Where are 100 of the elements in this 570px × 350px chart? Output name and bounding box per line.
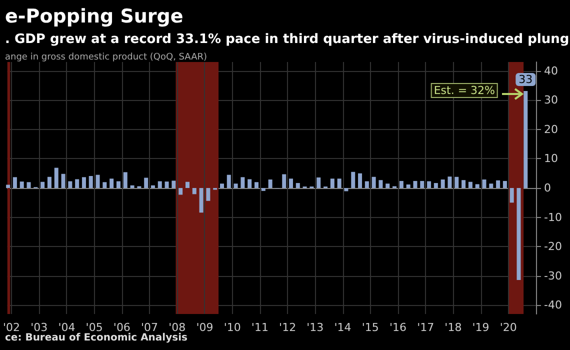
y-tick-label: -40	[544, 298, 562, 312]
bar	[40, 182, 45, 188]
bar	[144, 178, 148, 188]
bar	[330, 178, 334, 188]
bar	[234, 184, 238, 188]
annotation: Est. = 32%	[434, 84, 496, 97]
text: ce: Bureau of Economic Analysis	[5, 332, 188, 344]
bar	[282, 174, 286, 188]
bar	[434, 183, 438, 188]
x-tick-label: '09	[196, 321, 214, 334]
y-tick-label: 20	[544, 122, 558, 136]
bar	[482, 180, 486, 188]
bar	[454, 176, 459, 188]
bar	[150, 185, 155, 188]
x-tick-label: '14	[334, 321, 352, 334]
bar	[102, 182, 107, 188]
bar	[26, 182, 31, 188]
bar	[502, 180, 507, 188]
bar	[378, 180, 383, 188]
bar	[337, 178, 342, 188]
x-tick-label: '05	[86, 321, 103, 334]
bar	[254, 182, 258, 188]
bar	[510, 188, 514, 203]
y-tick-label: 40	[544, 64, 558, 78]
x-tick-label: '03	[30, 321, 48, 334]
bar	[351, 172, 356, 188]
x-tick-label: '17	[417, 321, 434, 334]
bar	[427, 181, 432, 188]
x-tick-label: '20	[500, 321, 517, 334]
x-tick-label: '07	[141, 321, 158, 334]
bar	[54, 168, 58, 188]
y-tick-label: 10	[544, 152, 558, 166]
bar	[185, 182, 190, 188]
bar	[489, 184, 494, 188]
bar	[372, 176, 376, 188]
x-tick-label: '08	[168, 321, 186, 334]
bar	[172, 180, 176, 188]
bar	[364, 181, 369, 188]
bar	[199, 188, 204, 213]
bar	[20, 182, 24, 188]
bar	[220, 184, 224, 188]
chart-title: e-Popping Surge	[5, 6, 184, 28]
x-tick-label: '15	[362, 321, 379, 334]
bar	[420, 180, 424, 188]
x-tick-label: '06	[113, 321, 130, 334]
bar	[289, 178, 294, 188]
bar	[164, 182, 169, 188]
chart-subtitle: . GDP grew at a record 33.1% pace in third quarter after virus-induced plung	[5, 32, 570, 47]
bar	[61, 174, 66, 188]
x-tick-label: '10	[224, 321, 241, 334]
bar	[462, 180, 466, 188]
x-tick-label: '13	[306, 321, 324, 334]
bar	[123, 172, 128, 188]
y-tick-label: -10	[544, 210, 562, 224]
bar	[261, 188, 266, 191]
bar	[475, 184, 480, 188]
y-axis-title: ange in gross domestic product (QoQ, SAAR)	[5, 52, 207, 62]
bar	[12, 177, 17, 188]
bar	[358, 173, 362, 188]
bar	[75, 179, 80, 188]
bar	[178, 188, 183, 195]
bar	[268, 180, 272, 188]
bar	[88, 176, 93, 188]
bar	[68, 181, 72, 188]
bar	[468, 182, 472, 188]
x-tick-label: '18	[444, 321, 462, 334]
bar	[448, 176, 452, 188]
bar	[516, 188, 521, 280]
bar	[6, 184, 10, 188]
data-label: 33	[518, 73, 533, 86]
bar	[316, 177, 321, 188]
bar	[110, 178, 114, 188]
bar	[413, 180, 418, 188]
bar	[96, 174, 100, 188]
x-tick-label: '04	[58, 321, 76, 334]
bar	[406, 184, 410, 188]
bar	[206, 188, 210, 201]
x-tick-label: '02	[2, 321, 20, 334]
x-tick-label: '16	[389, 321, 406, 334]
bar	[440, 180, 445, 188]
bar	[240, 177, 245, 188]
y-tick-label: 30	[544, 94, 558, 107]
bar	[226, 174, 231, 188]
bar	[386, 184, 390, 188]
y-tick-label: 0	[544, 182, 551, 194]
bar	[248, 179, 252, 188]
bar	[130, 185, 134, 188]
bar	[116, 181, 120, 188]
bar	[158, 181, 162, 188]
bar	[192, 188, 196, 194]
bar	[524, 91, 528, 188]
bar	[47, 176, 52, 188]
bar	[296, 183, 300, 188]
bar	[399, 180, 404, 188]
y-tick-label: -30	[544, 269, 562, 282]
bar	[496, 180, 500, 188]
bar	[82, 177, 86, 188]
x-tick-label: '19	[472, 321, 490, 334]
y-tick-label: -20	[544, 240, 562, 254]
x-tick-label: '12	[279, 321, 296, 334]
